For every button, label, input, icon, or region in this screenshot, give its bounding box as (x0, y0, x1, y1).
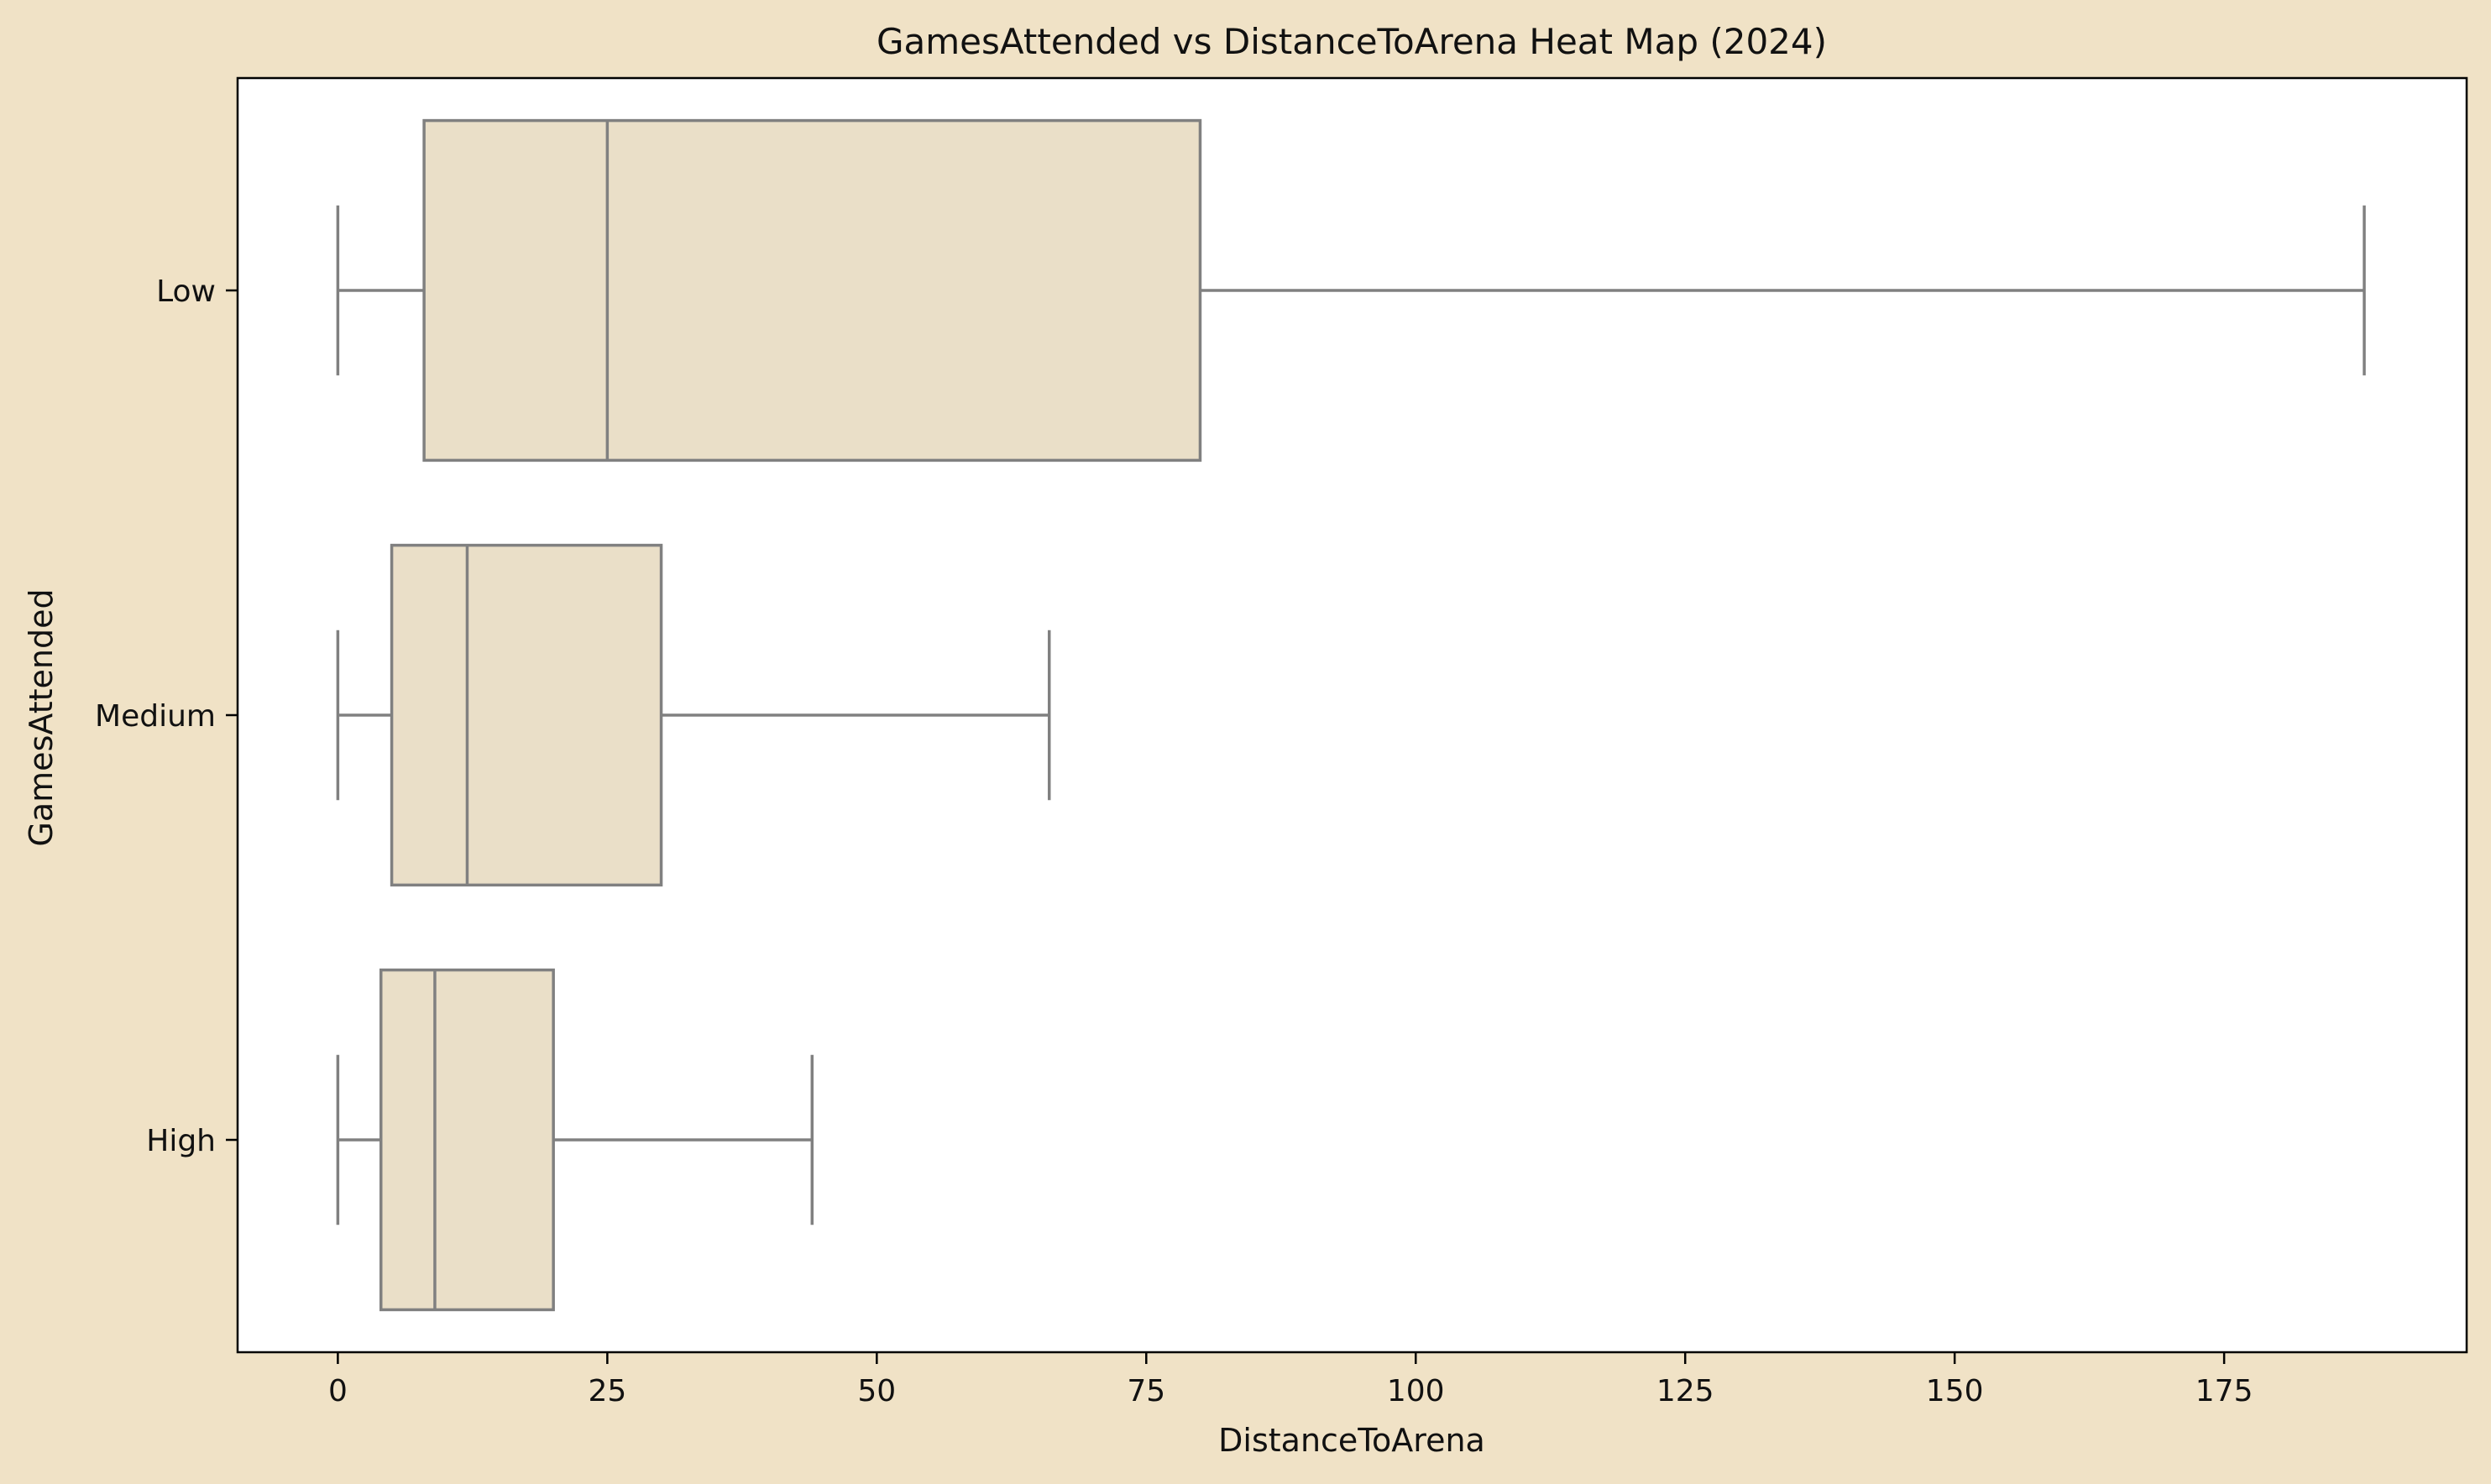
x-axis: 0 25 50 75 100 125 150 175 (328, 1352, 2253, 1408)
x-tick-label: 175 (2195, 1374, 2253, 1408)
box-high (379, 968, 555, 1312)
x-tick-label: 150 (1926, 1374, 1984, 1408)
x-tick-label: 125 (1656, 1374, 1714, 1408)
x-tick-label: 75 (1127, 1374, 1165, 1408)
boxes-layer (336, 118, 2366, 1312)
x-tick-label: 50 (857, 1374, 896, 1408)
y-axis-label: GamesAttended (23, 588, 60, 846)
y-tick-label-high: High (146, 1124, 216, 1158)
box-medium (390, 543, 663, 887)
x-tick-label: 100 (1387, 1374, 1445, 1408)
chart-title: GamesAttended vs DistanceToArena Heat Ma… (877, 21, 1827, 62)
box-group-low (336, 118, 2366, 462)
x-tick-label: 0 (328, 1374, 348, 1408)
box-group-medium (336, 543, 1051, 887)
box-group-high (336, 968, 814, 1312)
x-axis-label: DistanceToArena (1218, 1422, 1485, 1459)
x-tick-label: 25 (588, 1374, 626, 1408)
y-axis: Low Medium High (95, 274, 238, 1158)
y-tick-label-low: Low (156, 274, 216, 309)
box-low (422, 118, 1202, 462)
y-tick-label-medium: Medium (95, 699, 216, 734)
